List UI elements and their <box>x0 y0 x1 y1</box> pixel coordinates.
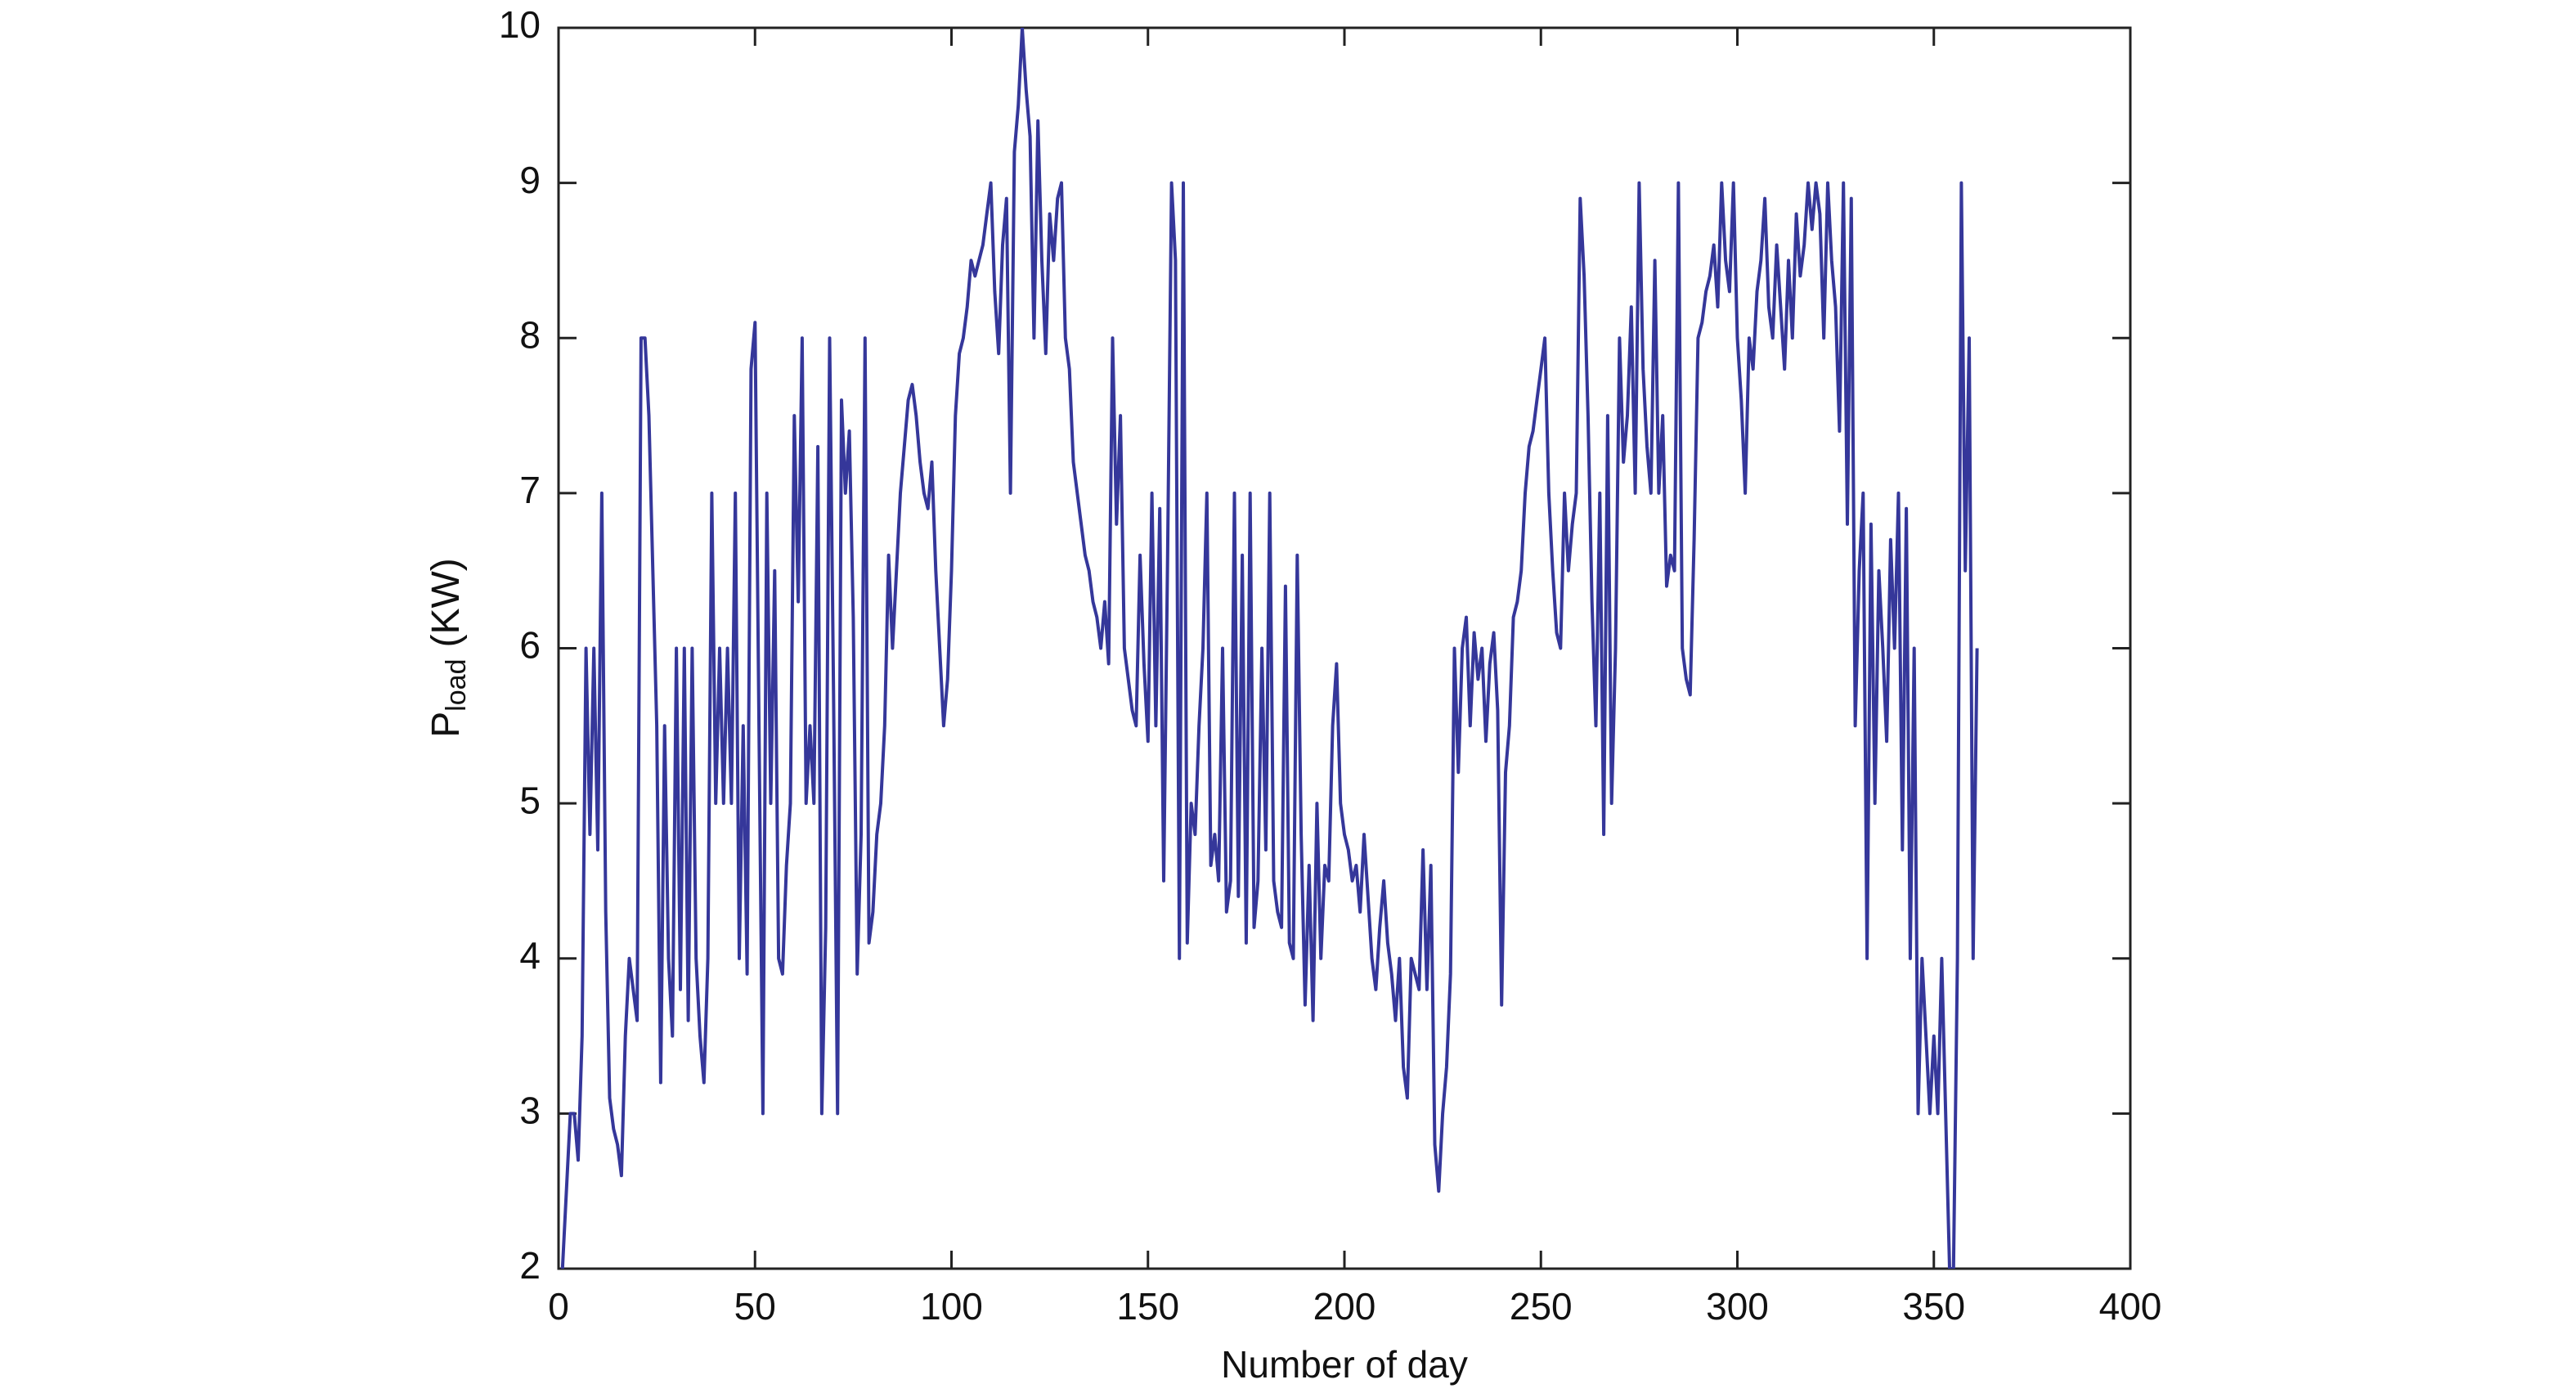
y-label-main: P <box>424 712 468 738</box>
y-label-subscript: load <box>441 659 472 712</box>
y-tick-label: 5 <box>519 779 541 821</box>
x-tick-label: 150 <box>1116 1285 1179 1328</box>
y-tick-label: 10 <box>499 3 541 46</box>
y-axis-label: Pload (KW) <box>424 558 472 738</box>
x-tick-label: 0 <box>548 1285 569 1328</box>
y-tick-label: 8 <box>519 313 541 356</box>
x-tick-label: 400 <box>2099 1285 2162 1328</box>
y-label-suffix: (KW) <box>424 558 468 647</box>
data-line <box>560 28 1979 1269</box>
x-tick-label: 50 <box>734 1285 776 1328</box>
x-tick-label: 100 <box>920 1285 983 1328</box>
x-tick-label: 300 <box>1706 1285 1769 1328</box>
y-tick-label: 2 <box>519 1244 541 1287</box>
x-tick-label: 250 <box>1510 1285 1573 1328</box>
x-tick-label: 200 <box>1313 1285 1376 1328</box>
x-tick-label: 350 <box>1902 1285 1965 1328</box>
y-tick-label: 9 <box>519 159 541 201</box>
y-tick-label: 4 <box>519 934 541 977</box>
y-tick-label: 7 <box>519 469 541 511</box>
y-tick-label: 3 <box>519 1090 541 1132</box>
x-axis-label: Number of day <box>1221 1343 1468 1386</box>
y-tick-label: 6 <box>519 624 541 667</box>
